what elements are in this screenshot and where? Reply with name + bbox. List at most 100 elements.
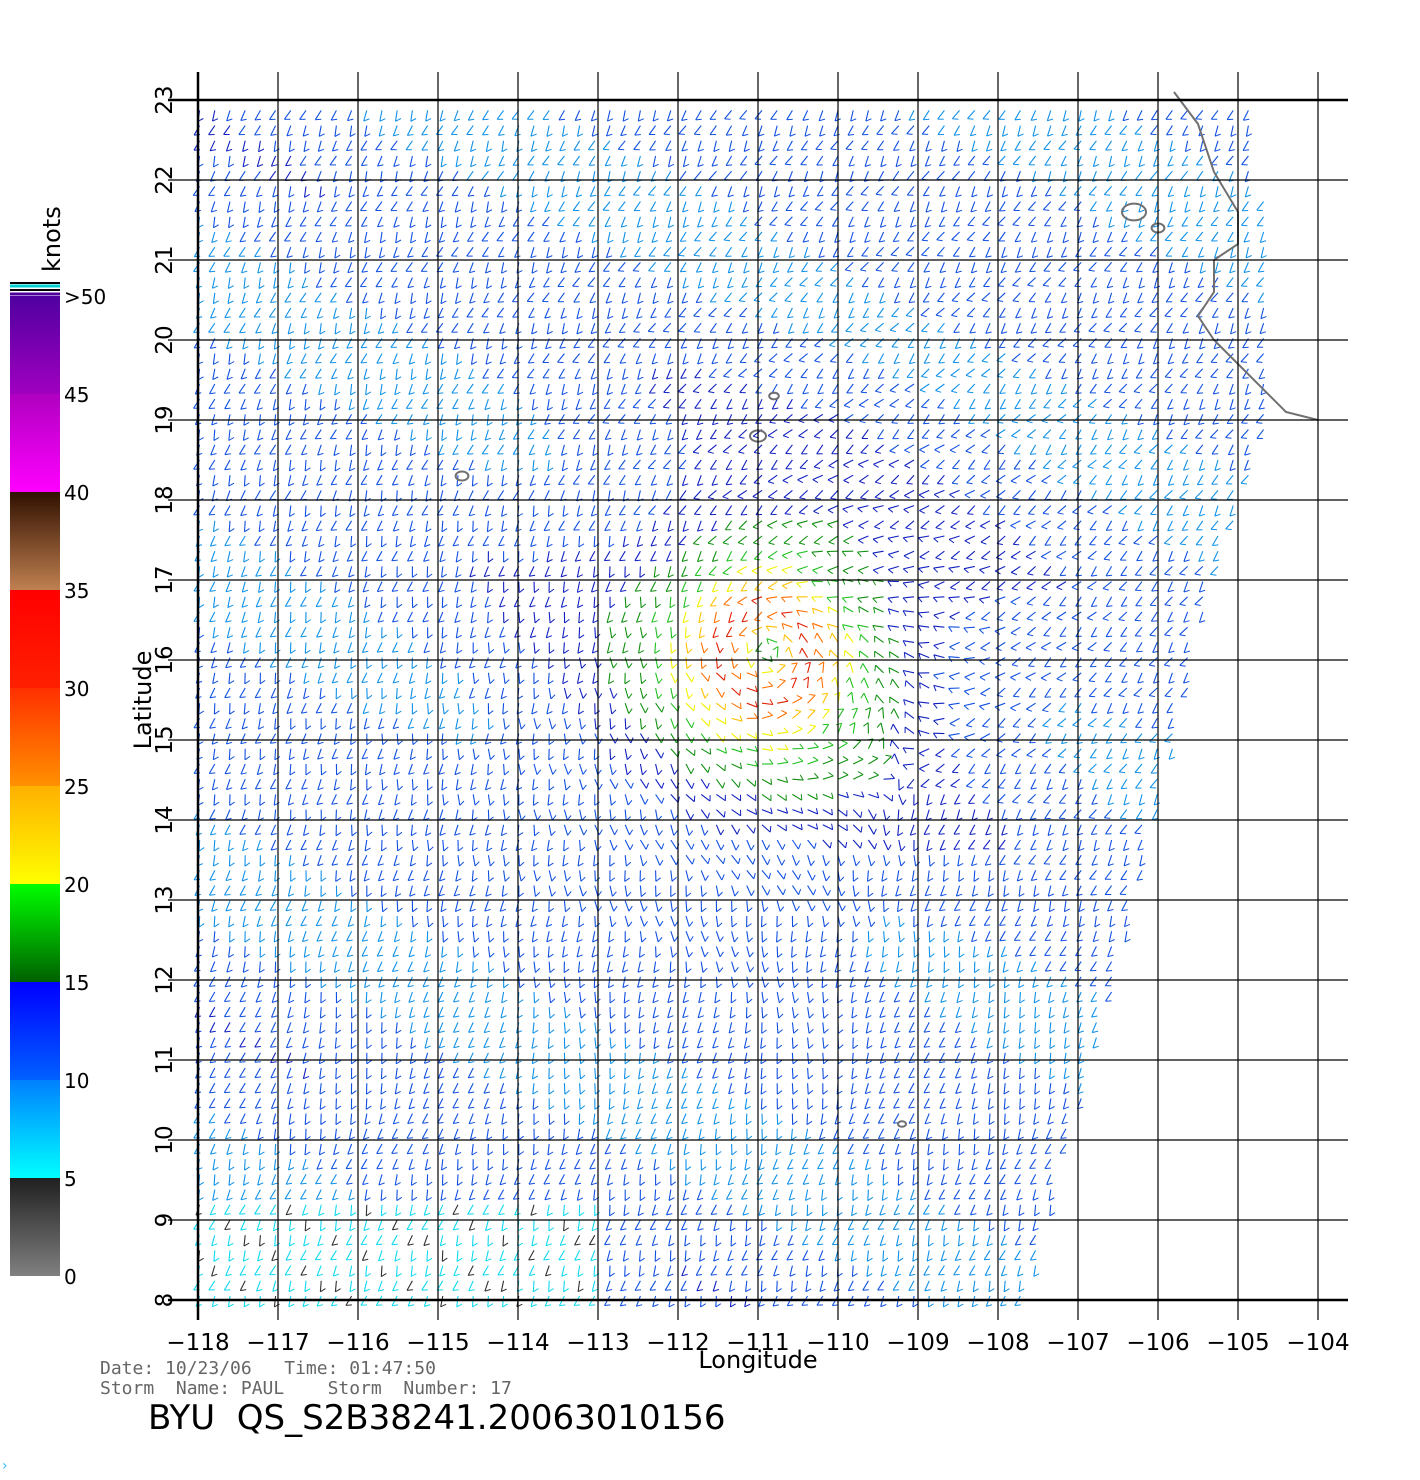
wind-vector [821,976,824,988]
wind-vector [209,809,216,820]
wind-barb [499,1061,506,1064]
wind-barb [655,892,661,897]
wind-barb [243,710,250,715]
wind-vector [897,1174,900,1186]
wind-barb [908,1213,915,1215]
wind-vector [317,900,322,912]
wind-vector [1148,687,1158,696]
wind-barb [347,1152,354,1155]
wind-barb [898,1181,904,1186]
wind-vector [851,692,854,704]
wind-vector [380,1067,383,1080]
wind-vector [303,672,307,684]
wind-barb [366,694,373,700]
wind-vector [777,731,789,735]
wind-barb [501,695,507,700]
wind-vector [468,1037,474,1048]
wind-barb [428,922,434,928]
wind-vector [862,1280,869,1291]
wind-barb [380,1196,387,1202]
wind-vector [330,702,337,714]
wind-barb [473,953,480,958]
wind-vector [574,1234,581,1246]
wind-vector [938,1052,945,1063]
wind-barb [942,984,949,989]
wind-vector [407,1113,413,1124]
wind-barb [614,829,618,836]
wind-barb [808,1074,814,1080]
wind-barb [367,831,373,837]
wind-vector [518,718,522,730]
wind-barb [987,893,994,897]
wind-vector [791,1022,795,1034]
wind-barb [1073,771,1080,774]
wind-vector [998,839,1006,850]
wind-barb [862,1228,869,1230]
wind-barb [286,711,293,714]
wind-barb [392,954,399,957]
wind-barb [635,1152,642,1155]
wind-vector [986,1052,991,1064]
wind-barb [1004,999,1010,1004]
wind-barb [563,756,569,761]
wind-barb [919,768,925,773]
wind-vector [363,870,368,882]
wind-vector [639,1174,641,1186]
wind-barb [681,1273,688,1277]
wind-vector [896,1295,900,1307]
wind-barb [259,1242,265,1247]
wind-vector [821,677,824,689]
wind-barb [317,863,324,867]
wind-barb [895,893,902,897]
wind-vector [700,915,705,927]
wind-vector [971,1295,976,1307]
wind-vector [624,915,629,927]
wind-barb [244,1166,250,1171]
wind-vector [1060,733,1067,744]
wind-barb [994,706,1001,711]
wind-vector [650,1128,657,1139]
wind-vector [273,794,277,806]
wind-barb [671,876,677,882]
wind-vector [904,726,915,735]
wind-barb [1048,1014,1055,1019]
wind-barb [749,966,754,973]
wind-barb [1032,832,1039,836]
wind-barb [1077,1091,1084,1095]
wind-barb [900,861,906,867]
wind-barb [739,746,743,753]
wind-barb [395,893,402,897]
wind-vector [700,687,706,699]
wind-vector [651,1235,657,1246]
wind-vector [624,900,630,912]
wind-barb [654,1257,661,1262]
wind-vector [408,1159,413,1170]
wind-barb [666,1137,673,1140]
wind-vector [563,1280,565,1292]
wind-vector [270,1006,277,1018]
wind-barb [209,1091,216,1094]
wind-vector [816,1234,824,1245]
wind-vector [223,1280,231,1291]
wind-vector [241,809,246,821]
wind-barb [209,1015,216,1018]
wind-vector [898,794,904,805]
wind-barb [668,1243,675,1247]
wind-vector [441,733,444,745]
wind-barb [1017,1136,1024,1141]
wind-barb [272,1000,279,1003]
wind-barb [1048,1106,1055,1110]
wind-vector [973,976,976,988]
wind-barb [380,1105,387,1110]
wind-vector [376,1143,383,1154]
wind-vector [1105,961,1113,972]
wind-vector [791,1007,795,1019]
wind-vector [609,885,613,897]
wind-barb [396,923,403,928]
wind-barb [574,1167,581,1170]
wind-barb [725,1274,733,1276]
wind-barb [487,771,494,776]
wind-barb [423,1076,430,1079]
wind-barb [966,755,973,758]
wind-barb [224,1046,231,1048]
